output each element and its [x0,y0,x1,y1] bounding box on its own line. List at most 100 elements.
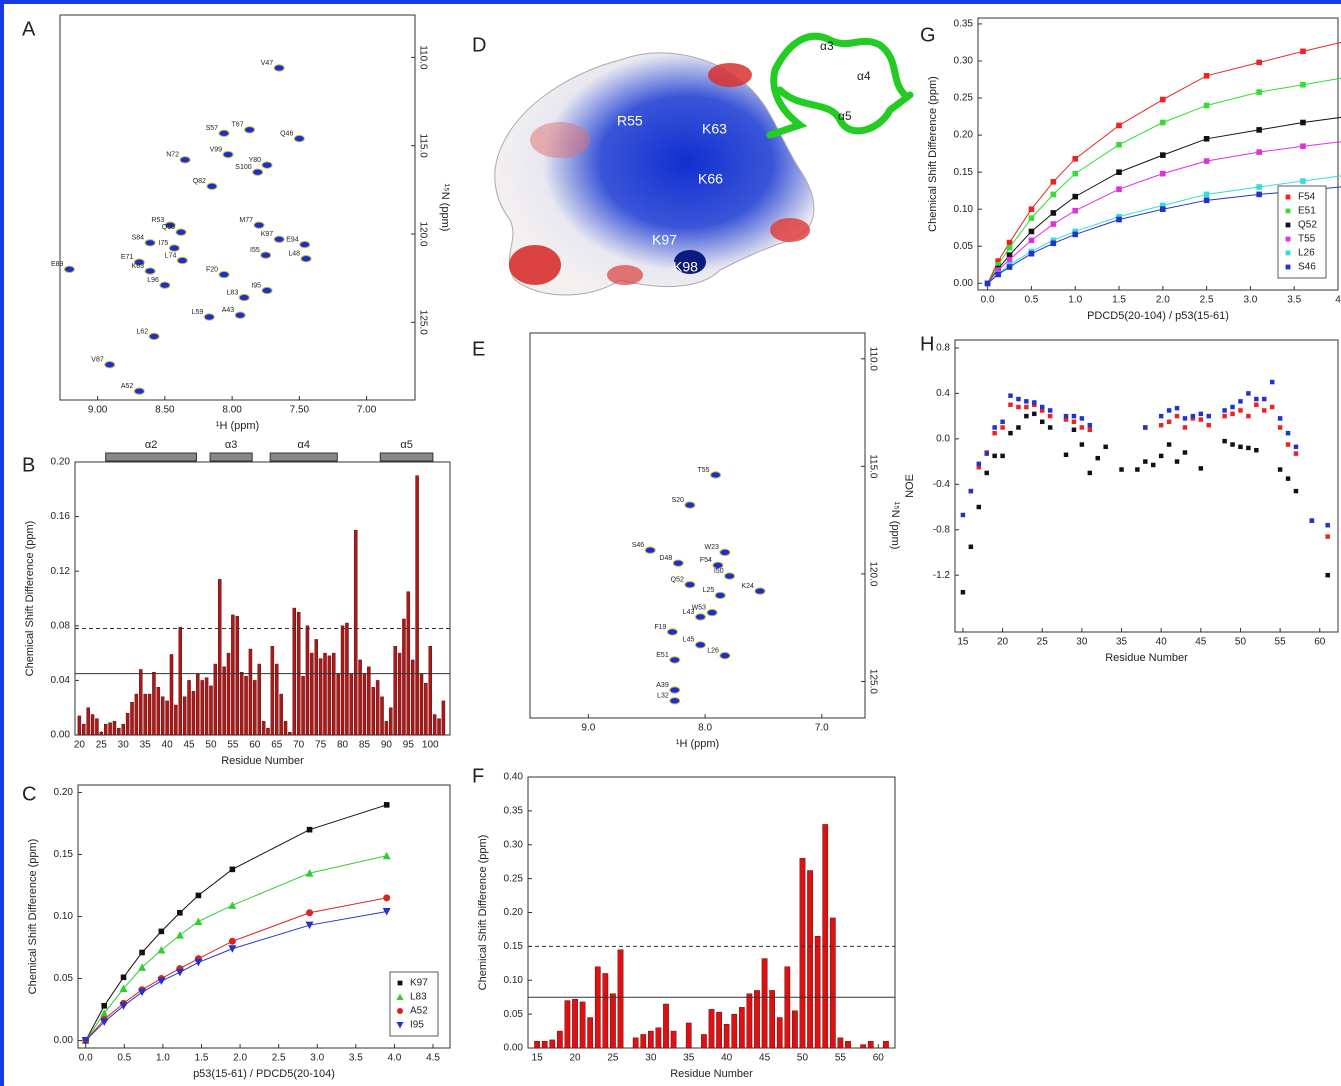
marker [195,892,202,899]
marker [194,917,203,925]
marker [1246,445,1251,451]
peak-label: Y80 [249,157,262,164]
bar [349,673,354,736]
bar [807,870,813,1049]
bar [209,685,213,736]
bar [534,1041,540,1049]
marker [1238,399,1243,404]
x-tick-label: 0.0 [79,1053,93,1064]
marker [1072,193,1079,200]
bar [647,1030,654,1049]
marker [992,430,997,436]
peak-label: V87 [91,357,104,364]
bar [288,732,292,736]
marker [1230,442,1235,447]
marker [119,1002,128,1010]
marker [1174,413,1180,419]
residue-label: K97 [652,232,677,248]
marker [1050,210,1057,216]
x-tick-label: 4.5 [426,1053,440,1064]
marker [1047,425,1053,430]
bar [393,646,397,736]
y-tick-label: -0.8 [933,524,951,535]
x-tick-label: 3.5 [1287,295,1301,306]
peak [244,126,256,134]
x-tick-label: 20 [997,637,1009,648]
y-tick-label: 0.20 [54,787,74,798]
bar [332,652,336,736]
bar [82,723,86,736]
x-tick-label: 25 [96,740,108,751]
marker [1325,572,1330,578]
marker [1256,149,1262,155]
marker [1072,170,1079,177]
marker [995,267,1001,273]
marker [1028,237,1035,244]
panel-label: H [920,333,934,355]
bar [99,732,104,736]
bar [358,659,362,736]
legend-marker [396,1022,404,1029]
residue-label: K66 [698,171,723,187]
x-tick-label: 8.00 [222,405,242,416]
marker [1300,81,1306,88]
marker [1254,396,1259,402]
marker [1071,419,1077,425]
x-axis-title: p53(15-61) / PDCD5(20-104) [193,1068,335,1080]
peak-label: T55 [698,467,710,474]
x-tick-label: 35 [1116,637,1128,648]
helix-label: α2 [145,439,157,451]
x-tick-label: 40 [721,1053,733,1064]
y-tick-label: 0.30 [504,839,524,850]
y-tick-label: 0.40 [504,772,524,783]
panel-label: B [22,454,35,476]
marker [1182,425,1188,430]
peak-label: D48 [659,555,672,562]
x-tick-label: 50 [205,740,217,751]
marker [1087,470,1093,476]
marker [382,908,391,916]
fit-line [85,897,387,1041]
marker [1000,453,1005,459]
x-tick-label: 2.5 [272,1053,286,1064]
marker [1135,467,1140,472]
x-tick-label: 9.0 [581,723,595,734]
peak-label: A43 [222,307,235,314]
marker [1190,416,1196,421]
marker [1008,430,1013,436]
peak-label: L96 [147,277,159,284]
bar [323,652,327,736]
marker [1024,399,1029,404]
marker [305,921,314,930]
peak-label: A39 [656,682,669,689]
bar [283,721,288,736]
marker [1087,427,1093,432]
marker [1079,442,1085,447]
x-tick-label: 40 [1156,637,1168,648]
bar [883,1041,889,1049]
bar [663,1003,669,1049]
bar [375,680,380,736]
bar [424,682,428,736]
peak [719,548,731,557]
marker [306,909,314,917]
marker [1050,237,1057,244]
marker [1182,416,1188,421]
bar [829,917,836,1049]
marker [139,949,145,956]
bar [340,625,345,736]
x-tick-label: 55 [835,1053,847,1064]
x-tick-label: 30 [118,740,130,751]
bar [655,1027,662,1049]
peak-label: F54 [700,557,712,564]
marker [1087,422,1093,428]
legend-box [1277,185,1327,279]
peak-label: L59 [192,309,204,316]
bar [327,655,332,736]
x-tick-label: 7.50 [290,405,310,416]
x-tick-label: 45 [183,740,195,751]
bar [231,614,235,736]
marker [1143,459,1148,464]
marker [228,901,237,909]
bar [310,652,314,736]
